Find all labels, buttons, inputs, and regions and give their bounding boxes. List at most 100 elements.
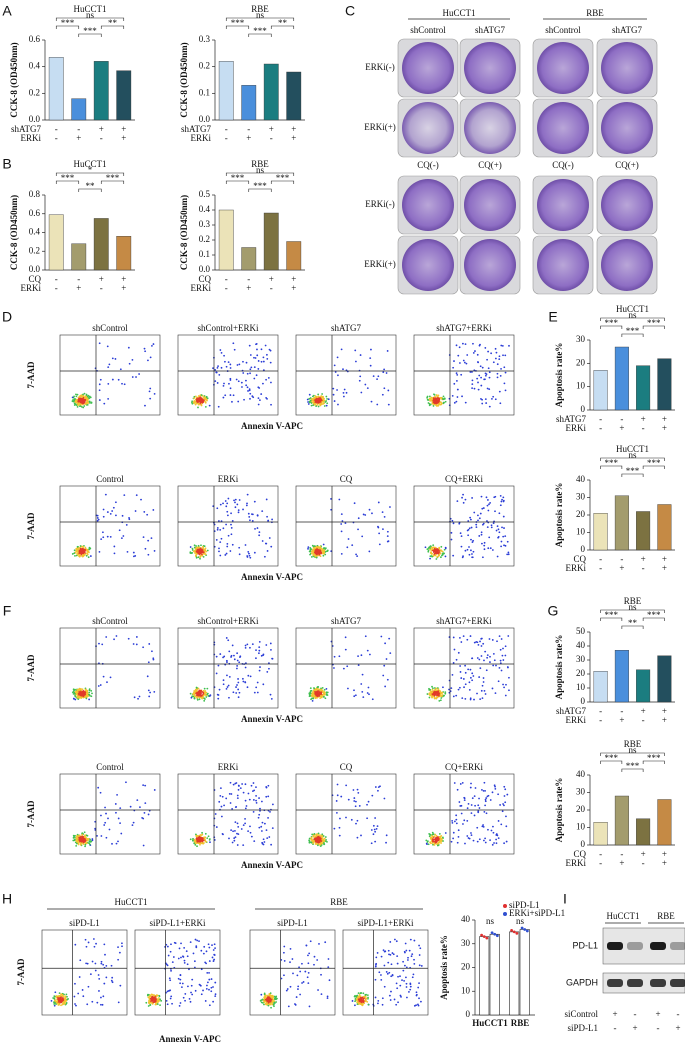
flow-dot [409, 989, 411, 991]
flow-dot [100, 792, 102, 794]
flow-dot [249, 368, 251, 370]
flow-dot [230, 512, 232, 514]
flow-dot [309, 692, 311, 694]
flow-dot [314, 689, 316, 691]
flow-dot [104, 822, 106, 824]
bar [636, 819, 650, 845]
flow-dot [459, 362, 461, 364]
panel-letter: F [3, 603, 12, 619]
flow-dot [64, 997, 66, 999]
flow-dot [477, 361, 479, 363]
y-axis-label: Apoptosis rate% [439, 935, 449, 1000]
flow-dot [483, 826, 485, 828]
flow-dot [187, 955, 189, 957]
flow-dot [315, 843, 317, 845]
flow-dot [245, 380, 247, 382]
flow-dot [363, 514, 365, 516]
flow-dot [434, 844, 436, 846]
flow-dot [441, 695, 443, 697]
flow-dot [313, 551, 315, 553]
flow-dot [196, 551, 198, 553]
condition-sign: - [270, 283, 273, 293]
flow-dot [148, 998, 150, 1000]
flow-dot [196, 398, 198, 400]
flow-dot [189, 998, 191, 1000]
flow-dot [436, 394, 438, 396]
flow-dot [459, 687, 461, 689]
condition-sign: - [642, 858, 645, 868]
flow-dot [487, 795, 489, 797]
condition-sign: - [100, 283, 103, 293]
flow-dot [444, 397, 446, 399]
flow-dot [473, 699, 475, 701]
flow-dot [493, 832, 495, 834]
flow-dot [84, 834, 86, 836]
flow-dot [500, 504, 502, 506]
flow-dot [107, 345, 109, 347]
flow-dot [485, 402, 487, 404]
flow-dot [469, 527, 471, 529]
flow-dot [261, 830, 263, 832]
y-tick-label: 0.4 [29, 227, 41, 237]
flow-dot [503, 516, 505, 518]
flow-dot [97, 517, 99, 519]
flow-dot [218, 801, 220, 803]
flow-dot [287, 988, 289, 990]
y-tick-label: 20 [576, 357, 586, 367]
flow-dot [201, 394, 203, 396]
flow-dot [232, 342, 234, 344]
significance-label: *** [605, 458, 619, 468]
flow-dot [299, 971, 301, 973]
flow-dot [420, 1001, 422, 1003]
bar [480, 937, 489, 1015]
flow-dot [84, 844, 86, 846]
flow-dot [437, 843, 439, 845]
flow-dot [481, 638, 483, 640]
flow-dot [245, 783, 247, 785]
flow-dot [216, 539, 218, 541]
flow-dot [457, 396, 459, 398]
flow-dot [368, 801, 370, 803]
flow-dot [76, 835, 78, 837]
flow-dot [451, 520, 453, 522]
flow-dot [397, 1001, 399, 1003]
flow-dot [258, 827, 260, 829]
flow-dot [481, 403, 483, 405]
flow-dot [445, 401, 447, 403]
flow-dot [498, 358, 500, 360]
flow-dot [357, 820, 359, 822]
flow-dot [371, 401, 373, 403]
flow-dot [226, 637, 228, 639]
column-label: shControl [410, 25, 446, 35]
flow-dot [311, 837, 313, 839]
flow-dot [77, 993, 79, 995]
flow-dot [79, 696, 81, 698]
flow-dot [86, 1003, 88, 1005]
flow-dot [265, 345, 267, 347]
y-tick-label: 0.0 [29, 264, 41, 274]
flow-dot [81, 396, 83, 398]
y-tick-label: 0 [581, 839, 586, 849]
plate-stain [537, 179, 589, 231]
significance-label: ** [108, 18, 118, 28]
flow-dot [498, 531, 500, 533]
condition-sign: + [121, 133, 126, 143]
flow-dot [118, 379, 120, 381]
flow-dot [436, 556, 438, 558]
flow-dot [193, 397, 195, 399]
flow-dot [250, 367, 252, 369]
flow-dot [471, 672, 473, 674]
column-label: CQ(-) [417, 160, 439, 170]
y-tick-label: 0.2 [29, 87, 40, 97]
flow-plot-title: shControl+ERKi [197, 616, 259, 626]
flow-dot [110, 536, 112, 538]
flow-dot [484, 347, 486, 349]
flow-dot [309, 695, 311, 697]
flow-dot [132, 376, 134, 378]
flow-dot [107, 536, 109, 538]
flow-dot [472, 556, 474, 558]
flow-dot [477, 514, 479, 516]
flow-dot [219, 541, 221, 543]
flow-dot [197, 407, 199, 409]
flow-dot [248, 513, 250, 515]
